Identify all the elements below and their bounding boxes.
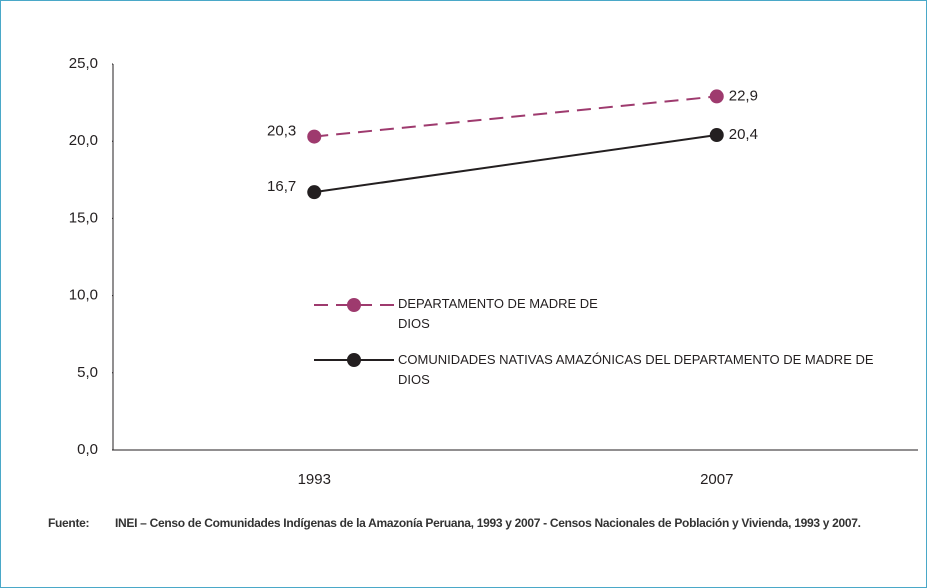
data-label: 22,9 [729,87,758,104]
legend-marker [347,353,361,367]
series-line [314,134,717,194]
legend-marker [347,298,361,312]
data-label: 20,3 [267,123,296,140]
x-tick-label: 2007 [700,471,733,488]
data-label: 16,7 [267,178,296,195]
point-marker [709,128,724,143]
y-tick-label: 15,0 [69,209,98,226]
y-tick-label: 0,0 [77,441,98,458]
point-marker [709,89,724,104]
series-line [314,95,717,138]
point-marker [307,185,322,200]
data-label: 20,4 [729,126,758,143]
source-text: INEI – Censo de Comunidades Indígenas de… [115,516,861,530]
y-tick-label: 10,0 [69,287,98,304]
y-tick-label: 25,0 [69,55,98,72]
x-tick-label: 1993 [298,471,331,488]
y-tick-label: 20,0 [69,132,98,149]
legend-label: DEPARTAMENTO DE MADRE DE DIOS [398,296,598,331]
point-marker [307,129,322,144]
source-label: Fuente: [48,516,90,530]
legend-label: COMUNIDADES NATIVAS AMAZÓNICAS DEL DEPAR… [398,352,874,387]
y-tick-label: 5,0 [77,364,98,381]
